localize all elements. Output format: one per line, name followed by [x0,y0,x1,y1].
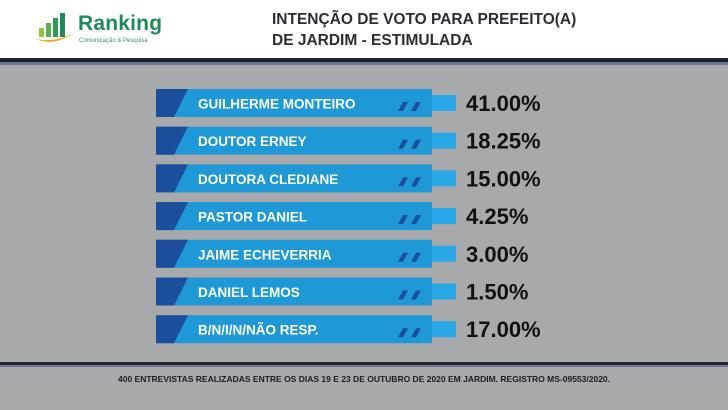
category-label: B/N/I/N/NÃO RESP. [198,323,319,338]
brand-tagline: Comunicação & Pesquisa [79,38,148,44]
value-label: 41.00% [466,91,541,116]
bar-slash-mark [398,102,408,111]
bar [156,89,432,117]
value-label: 15.00% [466,166,541,191]
bar-head-accent [156,202,188,231]
header-divider [0,58,728,62]
bar [156,315,432,344]
bar-row: B/N/I/N/NÃO RESP. 17.00% [156,315,541,344]
ranking-logo-icon [36,13,74,42]
bar [156,164,432,193]
bar-tab [432,132,456,149]
bar-slash-mark [398,290,408,300]
value-label: 18.25% [466,129,541,154]
bar [156,239,432,268]
page-title: INTENÇÃO DE VOTO PARA PREFEITO(A) DE JAR… [272,9,712,51]
bar-head-accent [156,164,188,193]
header: Ranking Comunicação & Pesquisa INTENÇÃO … [0,0,728,58]
bar-slash-mark [398,139,408,149]
bar-tab [432,208,456,225]
bar-slash-mark [411,252,421,262]
bar-head-accent [156,315,188,344]
bar-slash-mark [411,215,421,225]
bar-head-accent [156,126,188,155]
brand-logo: Ranking Comunicação & Pesquisa [36,11,186,47]
value-label: 1.50% [466,280,528,305]
bar-row: GUILHERME MONTEIRO 41.00% [156,89,541,117]
category-label: DOUTORA CLEDIANE [198,172,338,187]
bar-slash-mark [411,177,421,187]
bar-slash-mark [411,102,421,111]
category-label: GUILHERME MONTEIRO [198,97,356,112]
bar-slash-mark [398,177,408,187]
value-label: 17.00% [466,317,541,342]
bar-row: DANIEL LEMOS 1.50% [156,277,528,306]
bar-row: DOUTOR ERNEY 18.25% [156,126,541,155]
footer-divider [0,362,728,365]
bar-row: DOUTORA CLEDIANE 15.00% [156,164,541,193]
bar-slash-mark [411,139,421,149]
bar-slash-mark [398,215,408,225]
bar-head-accent [156,277,188,306]
header-divider-accent [0,62,728,65]
bar-head-accent [156,89,188,117]
bar-row: JAIME ECHEVERRIA 3.00% [156,239,528,268]
title-line-1: INTENÇÃO DE VOTO PARA PREFEITO(A) [272,11,577,28]
bar-slash-mark [398,252,408,262]
bar-tab [432,170,456,187]
category-label: JAIME ECHEVERRIA [198,247,332,262]
value-label: 3.00% [466,242,528,267]
bar-row: PASTOR DANIEL 4.25% [156,202,528,231]
bar [156,277,432,306]
bar-tab [432,95,456,111]
value-label: 4.25% [466,204,528,229]
bar-tab [432,245,456,262]
footer-divider-accent [0,365,728,367]
title-line-2: DE JARDIM - ESTIMULADA [272,32,473,49]
bar-slash-mark [411,290,421,300]
bar-tab [432,283,456,300]
category-label: PASTOR DANIEL [198,210,307,225]
bar [156,126,432,155]
category-label: DANIEL LEMOS [198,285,300,300]
bar-head-accent [156,239,188,268]
category-label: DOUTOR ERNEY [198,134,307,149]
bar-slash-mark [398,328,408,338]
bar-tab [432,321,456,338]
bar [156,202,432,231]
brand-name: Ranking [78,12,163,35]
bar-slash-mark [411,328,421,338]
footnote: 400 ENTREVISTAS REALIZADAS ENTRE OS DIAS… [117,374,611,384]
